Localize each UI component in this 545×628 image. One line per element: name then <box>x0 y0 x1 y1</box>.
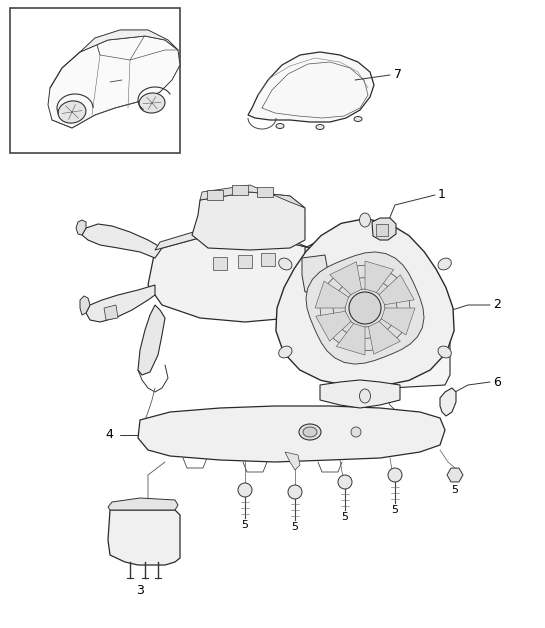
Ellipse shape <box>278 346 292 358</box>
Circle shape <box>338 475 352 489</box>
Polygon shape <box>305 222 378 255</box>
Ellipse shape <box>360 213 371 227</box>
Polygon shape <box>86 285 155 322</box>
Polygon shape <box>379 275 414 305</box>
Ellipse shape <box>299 424 321 440</box>
Ellipse shape <box>278 258 292 270</box>
Polygon shape <box>345 289 385 327</box>
Text: 5: 5 <box>451 485 458 495</box>
Polygon shape <box>320 380 400 408</box>
Polygon shape <box>48 36 180 128</box>
Polygon shape <box>138 406 445 462</box>
Ellipse shape <box>303 427 317 437</box>
Polygon shape <box>200 185 305 208</box>
Polygon shape <box>368 322 401 354</box>
Polygon shape <box>155 227 310 250</box>
Polygon shape <box>76 220 86 235</box>
Polygon shape <box>302 255 328 292</box>
Polygon shape <box>232 185 248 195</box>
Polygon shape <box>385 292 450 388</box>
Polygon shape <box>207 190 223 200</box>
Text: 2: 2 <box>493 298 501 311</box>
Polygon shape <box>257 187 273 197</box>
Ellipse shape <box>360 389 371 403</box>
Text: 6: 6 <box>493 376 501 389</box>
Polygon shape <box>148 235 310 322</box>
Polygon shape <box>80 296 90 315</box>
Text: 4: 4 <box>105 428 113 441</box>
Polygon shape <box>213 257 227 270</box>
Ellipse shape <box>438 346 451 358</box>
FancyBboxPatch shape <box>10 8 180 153</box>
Text: 5: 5 <box>342 512 348 522</box>
Polygon shape <box>285 452 300 470</box>
Circle shape <box>349 292 381 324</box>
Polygon shape <box>248 52 374 122</box>
Text: 5: 5 <box>391 505 398 515</box>
Circle shape <box>288 485 302 499</box>
Polygon shape <box>376 224 388 236</box>
Ellipse shape <box>354 117 362 121</box>
Polygon shape <box>372 218 396 240</box>
Ellipse shape <box>139 93 165 113</box>
Polygon shape <box>276 219 454 386</box>
Text: 5: 5 <box>241 520 249 530</box>
Circle shape <box>238 483 252 497</box>
Polygon shape <box>104 305 118 320</box>
Polygon shape <box>108 498 178 510</box>
Polygon shape <box>261 253 275 266</box>
Polygon shape <box>80 30 178 52</box>
Ellipse shape <box>276 124 284 129</box>
Polygon shape <box>316 311 351 341</box>
Polygon shape <box>306 252 424 364</box>
Polygon shape <box>238 255 252 268</box>
Ellipse shape <box>58 101 86 123</box>
Polygon shape <box>333 278 397 338</box>
Polygon shape <box>336 323 365 355</box>
Ellipse shape <box>438 258 451 270</box>
Polygon shape <box>330 262 361 295</box>
Circle shape <box>388 468 402 482</box>
Text: 1: 1 <box>438 188 446 202</box>
Polygon shape <box>320 266 410 350</box>
Ellipse shape <box>316 124 324 129</box>
Polygon shape <box>82 224 162 258</box>
Polygon shape <box>315 281 349 308</box>
Text: 3: 3 <box>136 583 144 597</box>
Polygon shape <box>108 510 180 565</box>
Polygon shape <box>138 305 165 375</box>
Polygon shape <box>440 388 456 416</box>
Circle shape <box>351 427 361 437</box>
Polygon shape <box>192 192 305 250</box>
Text: 7: 7 <box>394 68 402 82</box>
Polygon shape <box>365 261 393 293</box>
Polygon shape <box>382 308 415 335</box>
Text: 5: 5 <box>292 522 299 532</box>
